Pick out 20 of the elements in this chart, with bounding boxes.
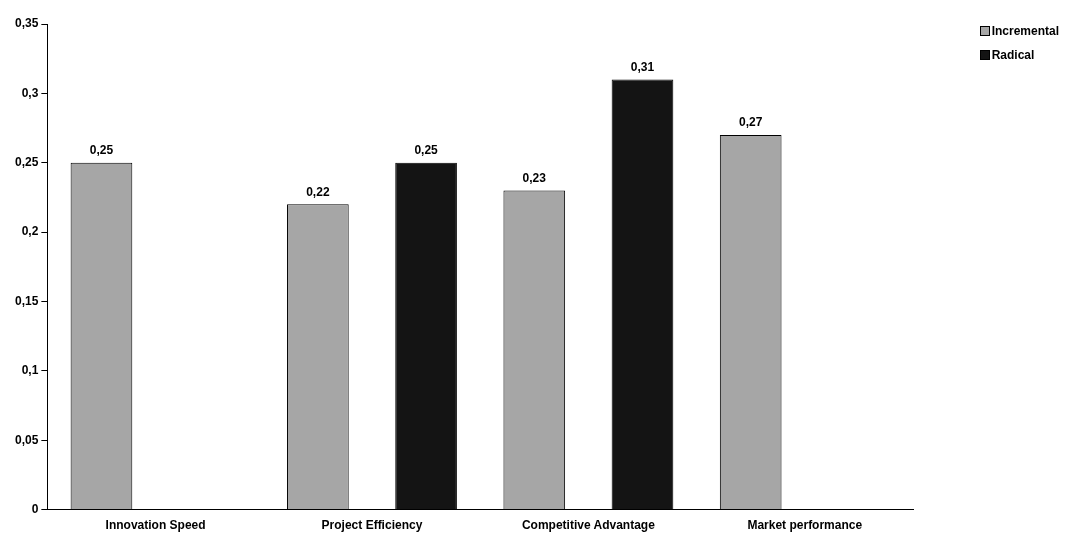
data-label: 0,25 xyxy=(414,143,439,158)
data-label: 0,27 xyxy=(739,115,763,130)
y-tick-label: 0,2 xyxy=(21,224,39,239)
y-tick-label: 0,25 xyxy=(15,155,39,170)
y-tick-label: 0,35 xyxy=(15,16,39,31)
y-tick-label: 0,15 xyxy=(15,293,39,308)
y-tick-label: 0,3 xyxy=(21,85,39,100)
y-tick-label: 0,05 xyxy=(15,432,39,447)
x-tick-label: Market performance xyxy=(747,518,863,533)
data-label: 0,25 xyxy=(89,143,114,158)
legend-label: Incremental xyxy=(991,24,1059,38)
x-tick-label: Project Efficiency xyxy=(321,518,423,533)
legend-label: Radical xyxy=(991,48,1035,62)
data-label: 0,22 xyxy=(306,184,330,199)
x-tick-label: Competitive Advantage xyxy=(521,518,656,533)
y-tick-label: 0,1 xyxy=(21,363,39,378)
data-label: 0,23 xyxy=(522,170,547,185)
y-tick-label: 0 xyxy=(31,501,39,516)
x-tick-label: Innovation Speed xyxy=(105,518,206,533)
data-label: 0,31 xyxy=(630,59,655,74)
